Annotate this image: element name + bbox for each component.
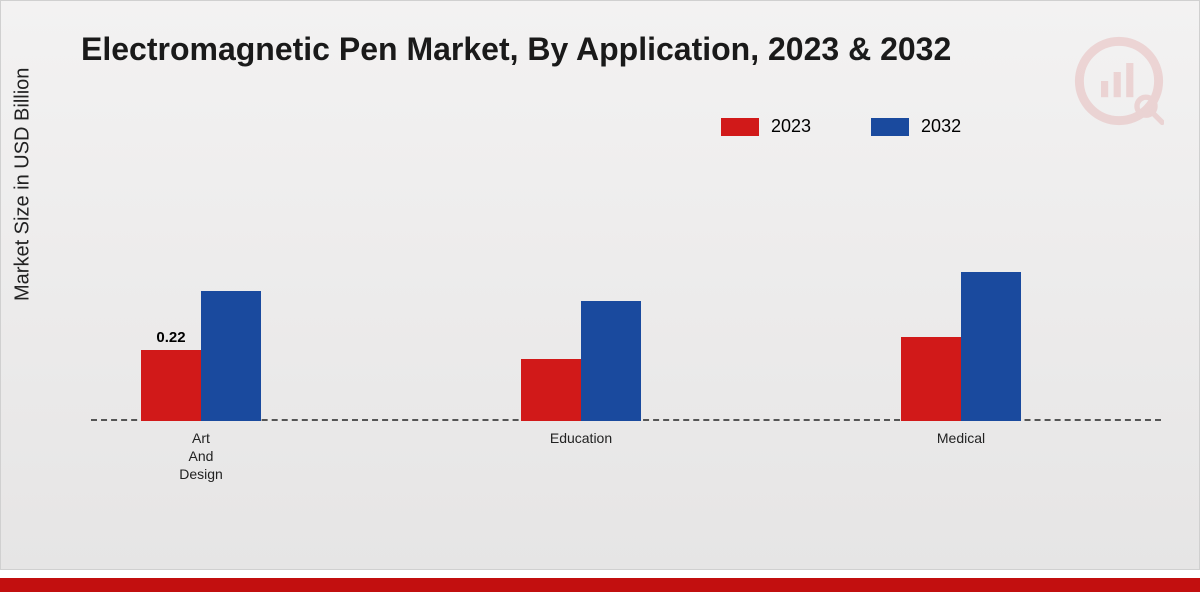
legend-label-2032: 2032 (921, 116, 961, 137)
bar-group-medical (901, 272, 1021, 422)
legend-item-2023: 2023 (721, 116, 811, 137)
chart-background: Electromagnetic Pen Market, By Applicati… (0, 0, 1200, 570)
bar-2032-medical (961, 272, 1021, 422)
legend-swatch-2032 (871, 118, 909, 136)
bar-2032-education (581, 301, 641, 421)
bar-2023-medical (901, 337, 961, 422)
bar-group-education (521, 301, 641, 421)
x-label-medical: Medical (937, 429, 985, 447)
bar-2032-art (201, 291, 261, 421)
legend: 2023 2032 (721, 116, 961, 137)
x-axis-labels: Art And Design Education Medical (91, 429, 1161, 509)
y-axis-label: Market Size in USD Billion (12, 68, 35, 301)
legend-swatch-2023 (721, 118, 759, 136)
footer-bar (0, 578, 1200, 592)
plot-area: 0.22 (91, 161, 1161, 421)
bar-2023-education (521, 359, 581, 421)
x-label-education: Education (550, 429, 612, 447)
bar-group-art: 0.22 (141, 291, 261, 421)
watermark-logo-icon (1074, 36, 1164, 126)
chart-title: Electromagnetic Pen Market, By Applicati… (81, 31, 951, 68)
legend-item-2032: 2032 (871, 116, 961, 137)
legend-label-2023: 2023 (771, 116, 811, 137)
x-label-art: Art And Design (179, 429, 223, 484)
bar-value-label: 0.22 (156, 329, 185, 350)
bar-2023-art: 0.22 (141, 350, 201, 422)
